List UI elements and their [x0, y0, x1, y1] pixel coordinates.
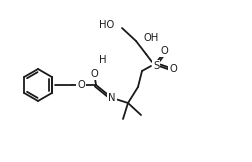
Text: H: H: [99, 55, 107, 65]
Text: O: O: [169, 64, 177, 74]
Text: O: O: [90, 69, 98, 79]
Text: O: O: [160, 46, 168, 56]
Text: S: S: [153, 61, 159, 71]
Text: OH: OH: [144, 33, 159, 43]
Text: HO: HO: [99, 20, 114, 30]
Text: N: N: [108, 93, 116, 103]
Text: O: O: [77, 80, 85, 90]
